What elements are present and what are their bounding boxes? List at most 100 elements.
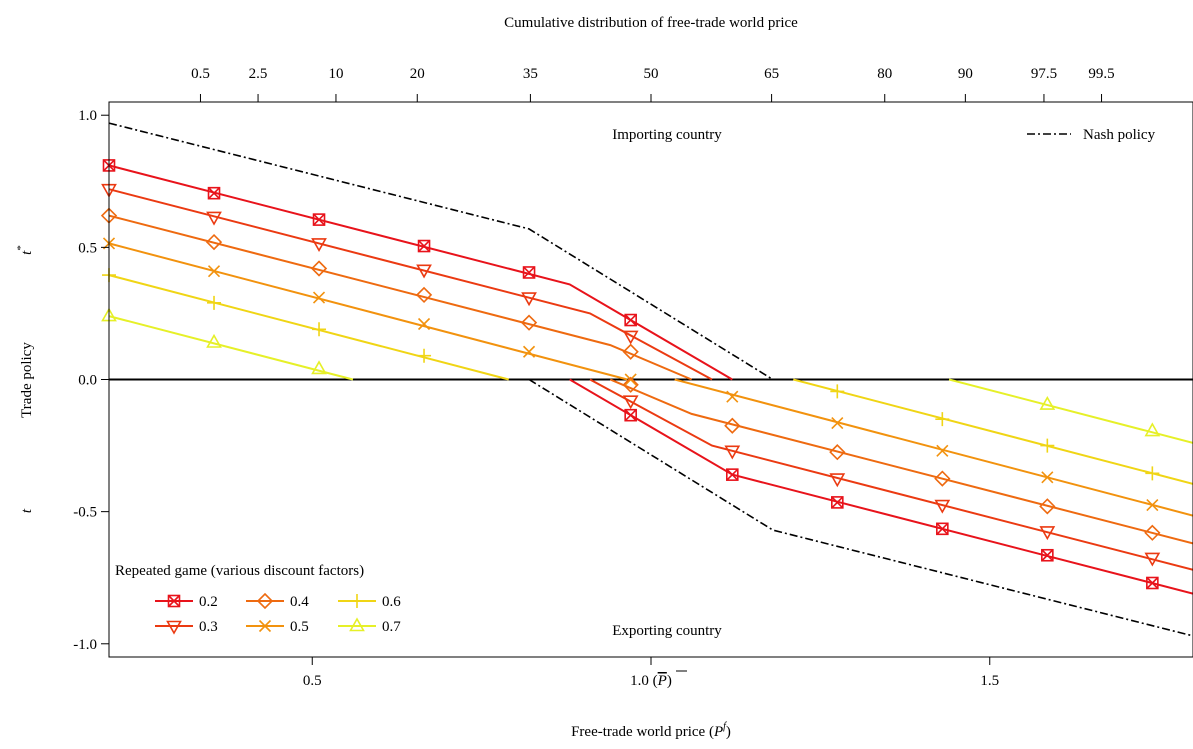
series-0.5-point	[207, 265, 221, 278]
series-0.3-point	[206, 211, 222, 226]
marker-x	[522, 345, 536, 358]
series-0.4-upper-line	[108, 214, 692, 381]
series-0.6-upper-line	[108, 274, 509, 381]
marker-triangle-up	[311, 360, 327, 375]
series-0.2-point	[624, 408, 637, 422]
series-0.2-point	[936, 522, 949, 536]
marker-plus	[830, 384, 845, 399]
series-0.2-point	[312, 213, 326, 226]
series-0.5-upper-line	[108, 242, 628, 381]
series-0.3-point	[829, 473, 846, 488]
marker-x	[624, 373, 637, 386]
top-tick-label: 20	[410, 66, 425, 82]
series-0.6-point	[935, 412, 950, 427]
series-0.5-point	[624, 373, 637, 386]
series-0.3-point	[416, 264, 432, 279]
legend-item-0.3: 0.3	[155, 619, 218, 635]
marker-square	[725, 468, 739, 481]
marker-diamond	[622, 376, 639, 393]
marker-square	[522, 266, 536, 279]
top-tick-label: 65	[764, 66, 779, 82]
marker-plus	[350, 594, 364, 608]
marker-square	[167, 594, 181, 608]
marker-plus	[935, 412, 950, 427]
series-0.5-point	[522, 345, 536, 358]
series-0.7-lower-line	[948, 378, 1193, 444]
importing-country-label: Importing country	[612, 127, 722, 143]
marker-triangle-down	[622, 330, 639, 345]
marker-square	[624, 408, 637, 422]
marker-triangle-down	[416, 264, 432, 279]
series-0.3-lower-line	[589, 378, 1193, 571]
legend-swatch-marker	[349, 617, 365, 632]
series-0.5-point	[726, 390, 739, 403]
series-0.4-lower-line	[609, 378, 1193, 545]
series-0.6-point	[1145, 466, 1160, 481]
marker-x	[726, 390, 739, 403]
series-0.4-point	[1039, 498, 1056, 515]
top-tick-label: 80	[877, 66, 892, 82]
marker-triangle-down	[622, 395, 639, 410]
series-0.4-point	[205, 233, 223, 251]
series-0.3-point	[1039, 526, 1056, 541]
x-axis: 0.5 1.0 (P) 1.5	[303, 657, 999, 689]
marker-triangle-down	[1039, 526, 1056, 541]
legend-item-0.7: 0.7	[338, 617, 401, 635]
series-0.4-point	[934, 470, 951, 487]
marker-triangle-down	[1144, 552, 1161, 567]
marker-cross	[624, 409, 637, 422]
y-tick-label: 0.5	[78, 240, 97, 256]
marker-square	[1146, 576, 1159, 590]
marker-cross	[831, 496, 844, 509]
series-0.5-point	[1041, 471, 1054, 484]
y-tick-label: 1.0	[78, 108, 97, 124]
top-tick-label: 10	[328, 66, 343, 82]
legend-title: Repeated game (various discount factors)	[115, 563, 364, 579]
series-0.3-upper-line	[108, 188, 713, 381]
legend-label: 0.2	[199, 594, 218, 610]
y-tick-label: -1.0	[73, 637, 97, 653]
series-0.4-point	[310, 260, 328, 277]
y-axis-top-star: *	[15, 245, 27, 251]
y-axis-label: Trade policy	[19, 342, 35, 418]
legend-swatch-marker	[350, 594, 364, 608]
marker-triangle-down	[166, 620, 182, 635]
nash-legend-label: Nash policy	[1083, 127, 1156, 143]
marker-x	[936, 444, 949, 457]
legend-label: 0.4	[290, 594, 309, 610]
series-0.6-lower-line	[793, 378, 1193, 485]
series-0.3-point	[724, 445, 741, 460]
top-tick-label: 0.5	[191, 66, 210, 82]
nash-legend: Nash policy	[1027, 127, 1156, 143]
marker-square	[312, 213, 326, 226]
marker-triangle-up	[349, 617, 365, 632]
marker-x	[417, 317, 431, 331]
x-tick-label: 0.5	[303, 673, 322, 689]
y-axis: 1.0 0.5 0.0 -0.5 -1.0	[73, 108, 109, 653]
series-0.2-point	[725, 468, 739, 481]
series-0.6-point	[830, 384, 845, 399]
marker-cross	[167, 594, 181, 608]
legend-item-0.4: 0.4	[246, 592, 309, 610]
legend-item-0.5: 0.5	[246, 619, 309, 635]
marker-plus	[417, 348, 432, 363]
series-0.3-point	[622, 395, 639, 410]
y-axis-top-symbol: t*	[15, 245, 35, 255]
series-0.5-point	[1146, 498, 1159, 512]
legend-swatch-marker	[167, 594, 181, 608]
marker-square	[624, 313, 637, 327]
marker-triangle-down	[311, 238, 327, 253]
marker-cross	[522, 266, 536, 279]
marker-plus	[207, 295, 222, 310]
series-0.3-point	[521, 292, 537, 307]
legend-label: 0.7	[382, 619, 401, 635]
legend-item-0.6: 0.6	[338, 594, 401, 610]
series-0.4-point	[520, 314, 538, 331]
series-0.5-lower-line	[674, 378, 1193, 517]
marker-x	[831, 417, 844, 430]
y-axis-bottom-symbol: t	[19, 508, 35, 513]
series-0.2-point	[207, 186, 221, 200]
series-0.3-point	[934, 499, 951, 514]
exporting-country-label: Exporting country	[612, 623, 722, 639]
